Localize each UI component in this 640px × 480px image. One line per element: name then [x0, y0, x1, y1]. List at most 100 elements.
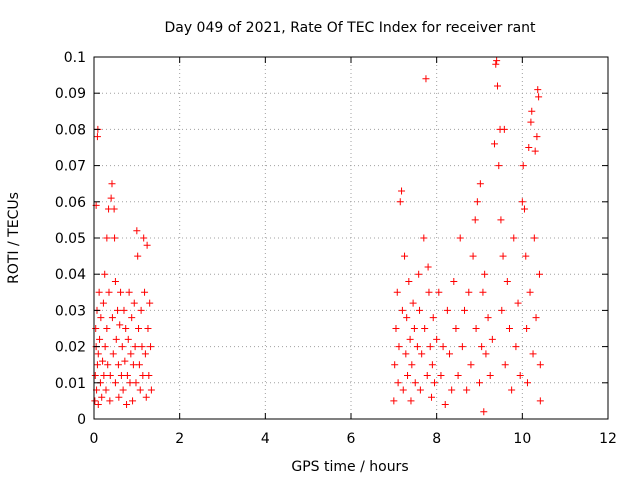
data-point	[499, 252, 507, 260]
data-point	[132, 379, 140, 387]
data-point	[92, 325, 100, 332]
data-point	[401, 252, 409, 260]
data-point	[535, 270, 543, 278]
data-point	[503, 277, 511, 285]
data-point	[527, 118, 535, 126]
data-point	[516, 372, 524, 380]
data-point	[467, 361, 475, 369]
data-point	[97, 314, 105, 322]
data-point	[505, 325, 513, 332]
data-point	[413, 343, 421, 351]
data-point	[140, 234, 148, 242]
data-point	[136, 386, 144, 394]
data-points	[91, 57, 544, 416]
x-tick-labels: 0 2 4 6 8 10 12	[90, 431, 617, 447]
data-point	[116, 321, 124, 329]
data-point	[398, 187, 406, 195]
data-point	[500, 125, 508, 133]
data-point	[532, 314, 540, 322]
data-point	[416, 386, 424, 394]
data-point	[481, 270, 489, 278]
data-point	[125, 288, 133, 296]
data-point	[522, 252, 530, 260]
data-point	[526, 288, 534, 296]
data-point	[416, 306, 424, 314]
data-point	[405, 277, 413, 285]
data-point	[478, 343, 486, 351]
data-point	[126, 379, 134, 387]
x-tick-label: 2	[175, 431, 184, 447]
data-point	[93, 361, 101, 369]
data-point	[102, 386, 110, 394]
axis-ticks	[93, 56, 609, 420]
data-point	[395, 343, 403, 351]
data-point	[96, 335, 104, 343]
y-tick-label: 0.06	[55, 195, 86, 211]
data-point	[393, 288, 401, 296]
y-tick-label: 0.1	[64, 50, 86, 66]
data-point	[488, 335, 496, 343]
y-tick-label: 0.02	[55, 340, 86, 356]
data-point	[458, 343, 466, 351]
chart-title: Day 049 of 2021, Rate Of TEC Index for r…	[164, 20, 536, 36]
data-point	[145, 372, 153, 380]
data-point	[479, 288, 487, 296]
data-point	[135, 325, 143, 332]
data-point	[95, 288, 103, 296]
data-point	[433, 335, 441, 343]
data-point	[448, 386, 456, 394]
data-point	[109, 350, 117, 358]
data-point	[106, 397, 114, 405]
data-point	[394, 379, 402, 387]
data-point	[142, 393, 150, 401]
data-point	[133, 227, 141, 235]
y-tick-label: 0.08	[55, 122, 86, 138]
data-point	[523, 325, 531, 332]
data-point	[535, 93, 543, 101]
data-point	[456, 234, 464, 242]
data-point	[514, 299, 522, 307]
data-point	[146, 299, 154, 307]
data-point	[424, 263, 432, 271]
data-point	[143, 241, 151, 249]
data-point	[117, 372, 125, 380]
data-point	[407, 397, 415, 405]
y-tick-label: 0.09	[55, 86, 86, 102]
data-point	[472, 325, 480, 332]
data-point	[112, 335, 120, 343]
data-point	[129, 361, 137, 369]
data-point	[406, 335, 414, 343]
data-point	[428, 393, 436, 401]
data-point	[141, 350, 149, 358]
data-point	[439, 343, 447, 351]
data-point	[415, 270, 423, 278]
data-point	[530, 234, 538, 242]
data-point	[104, 361, 112, 369]
data-point	[469, 252, 477, 260]
data-point	[111, 379, 119, 387]
data-point	[110, 205, 118, 213]
data-point	[471, 216, 479, 224]
data-point	[103, 325, 111, 332]
x-tick-label: 6	[347, 431, 356, 447]
y-tick-label: 0.05	[55, 231, 86, 247]
data-point	[114, 361, 122, 369]
data-point	[463, 386, 471, 394]
data-point	[492, 60, 500, 68]
data-point	[94, 401, 102, 409]
data-point	[390, 397, 398, 405]
data-point	[498, 306, 506, 314]
y-tick-label: 0.07	[55, 159, 86, 175]
data-point	[391, 361, 399, 369]
data-point	[124, 335, 132, 343]
data-point	[118, 343, 126, 351]
data-point	[123, 372, 131, 380]
data-point	[437, 372, 445, 380]
data-point	[431, 379, 439, 387]
data-point	[147, 386, 155, 394]
data-point	[450, 277, 458, 285]
data-point	[486, 372, 494, 380]
data-point	[106, 372, 114, 380]
x-tick-label: 10	[513, 431, 531, 447]
data-point	[147, 343, 155, 351]
